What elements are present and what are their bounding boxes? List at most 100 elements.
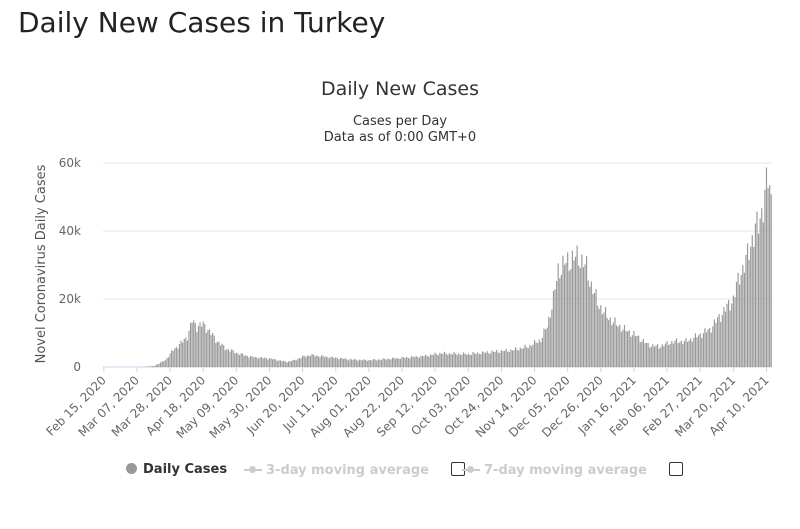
bar bbox=[178, 343, 181, 367]
bar bbox=[634, 336, 637, 367]
bar bbox=[412, 356, 414, 367]
chart-subtitle: Cases per Day Data as of 0:00 GMT+0 bbox=[0, 114, 800, 146]
y-tick-label: 40k bbox=[59, 224, 81, 238]
legend-item-7-day-average[interactable]: 7-day moving average bbox=[462, 462, 683, 478]
bar bbox=[734, 297, 736, 367]
bar bbox=[251, 356, 253, 367]
bar bbox=[664, 343, 667, 367]
bar bbox=[278, 360, 280, 367]
bar bbox=[450, 354, 452, 367]
bar bbox=[619, 324, 621, 367]
bar bbox=[466, 354, 468, 367]
bar bbox=[669, 343, 671, 367]
bar bbox=[207, 330, 209, 367]
bar bbox=[253, 357, 255, 367]
bar bbox=[557, 263, 559, 367]
bar bbox=[281, 361, 283, 367]
bar bbox=[208, 329, 211, 367]
bar bbox=[399, 358, 402, 367]
legend-item-3-day-average[interactable]: 3-day moving average bbox=[244, 462, 465, 478]
bar bbox=[401, 356, 403, 367]
bar bbox=[354, 358, 356, 367]
bar bbox=[432, 354, 435, 367]
bar bbox=[346, 359, 348, 367]
bar bbox=[510, 349, 512, 367]
bar bbox=[300, 358, 302, 367]
bar bbox=[511, 350, 514, 367]
bar bbox=[623, 324, 626, 367]
bar bbox=[589, 286, 591, 367]
bar bbox=[429, 354, 431, 367]
bar bbox=[526, 347, 528, 367]
bar bbox=[609, 317, 611, 367]
bar bbox=[513, 350, 515, 367]
bar bbox=[260, 357, 263, 367]
bar bbox=[491, 350, 493, 367]
bar bbox=[201, 326, 203, 367]
bar bbox=[721, 315, 723, 367]
bar bbox=[298, 358, 301, 367]
bar bbox=[379, 359, 381, 367]
bar bbox=[716, 317, 719, 367]
bar bbox=[158, 363, 160, 367]
bar bbox=[283, 360, 285, 367]
bar bbox=[562, 255, 564, 367]
legend-daily-cases-marker-icon bbox=[126, 463, 137, 474]
bar bbox=[480, 354, 482, 367]
bar bbox=[723, 307, 725, 367]
bar bbox=[612, 322, 615, 367]
bar bbox=[215, 343, 217, 367]
bar bbox=[737, 272, 739, 367]
bar bbox=[156, 364, 159, 367]
bar bbox=[380, 359, 383, 367]
bar bbox=[522, 348, 525, 367]
bar bbox=[238, 355, 241, 367]
legend-label: 7-day moving average bbox=[484, 463, 647, 478]
bar bbox=[578, 265, 580, 367]
chart-title: Daily New Cases bbox=[321, 78, 479, 100]
bar bbox=[398, 358, 400, 367]
bar bbox=[174, 348, 176, 367]
bar bbox=[535, 342, 537, 367]
bar bbox=[219, 345, 222, 367]
y-tick-label: 60k bbox=[59, 156, 81, 170]
bar bbox=[729, 310, 731, 367]
bar bbox=[486, 351, 488, 367]
bar bbox=[384, 358, 386, 367]
y-tick-label: 20k bbox=[59, 292, 81, 306]
bar bbox=[248, 357, 250, 367]
bar bbox=[242, 353, 244, 367]
bar bbox=[685, 338, 687, 367]
bar bbox=[423, 356, 425, 367]
bar bbox=[407, 357, 409, 367]
bar bbox=[492, 351, 495, 367]
bar bbox=[188, 330, 190, 367]
bar bbox=[183, 338, 185, 367]
bar bbox=[295, 360, 297, 367]
toggle-7-day-average-checkbox[interactable] bbox=[668, 462, 683, 476]
legend-line-marker-icon bbox=[244, 464, 262, 475]
bar bbox=[204, 324, 206, 367]
bar bbox=[655, 345, 657, 367]
bar bbox=[742, 265, 744, 367]
bar bbox=[728, 300, 730, 367]
bar bbox=[210, 335, 212, 367]
bar bbox=[276, 361, 278, 367]
bar bbox=[709, 327, 711, 367]
bar bbox=[597, 305, 599, 367]
legend-item-daily-cases[interactable]: Daily Cases bbox=[126, 462, 227, 477]
bar bbox=[516, 349, 518, 367]
bar bbox=[652, 344, 654, 367]
bar bbox=[339, 357, 342, 367]
bar bbox=[428, 356, 430, 367]
bar bbox=[361, 360, 364, 367]
bar bbox=[316, 355, 318, 367]
bar bbox=[182, 342, 184, 367]
bar bbox=[559, 278, 561, 367]
bar bbox=[770, 194, 772, 367]
bar bbox=[439, 352, 441, 367]
bar bbox=[163, 361, 165, 367]
bar bbox=[724, 311, 727, 367]
bar bbox=[161, 361, 163, 367]
bar bbox=[592, 293, 594, 367]
